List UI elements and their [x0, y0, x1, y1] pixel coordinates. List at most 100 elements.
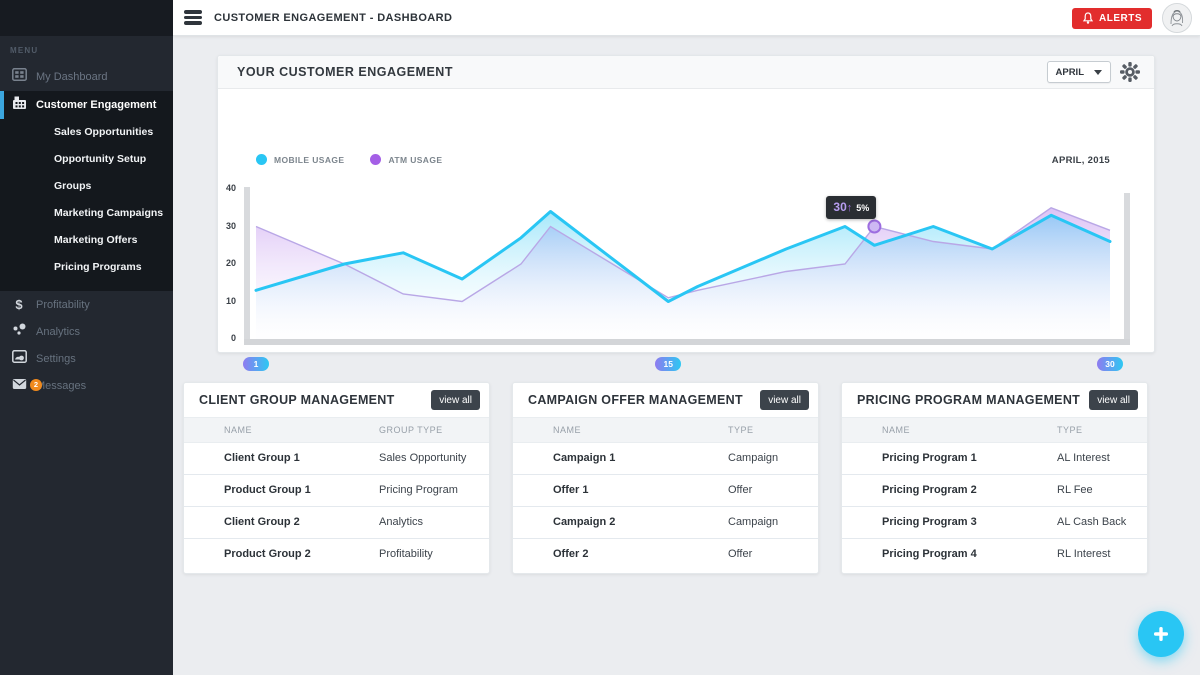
table-header: NAME TYPE [842, 417, 1147, 443]
table-row[interactable]: Campaign 1 Campaign [513, 443, 818, 475]
y-axis-bar [244, 187, 250, 345]
sidebar-subitems: Sales Opportunities Opportunity Setup Grou… [0, 119, 173, 281]
sidebar-item-label: Customer Engagement [36, 99, 157, 111]
month-select[interactable]: APRIL [1046, 61, 1111, 83]
table-row[interactable]: Offer 1 Offer [513, 475, 818, 507]
view-all-button[interactable]: view all [1089, 390, 1138, 410]
cell-name: Pricing Program 1 [882, 452, 977, 464]
pricing-program-management-card: PRICING PROGRAM MANAGEMENT view all NAME… [841, 382, 1148, 574]
sidebar-subitem-groups[interactable]: Groups [54, 180, 92, 192]
view-all-button[interactable]: view all [431, 390, 480, 410]
table-row[interactable]: Pricing Program 1 AL Interest [842, 443, 1147, 475]
view-all-button[interactable]: view all [760, 390, 809, 410]
sidebar-subitem-marketing-campaigns[interactable]: Marketing Campaigns [54, 207, 164, 219]
chart-legend: MOBILE USAGE ATM USAGE [256, 154, 442, 165]
legend-item-mobile-usage[interactable]: MOBILE USAGE [256, 154, 344, 165]
sidebar-item-my-dashboard[interactable]: My Dashboard [0, 63, 173, 91]
engagement-chart-card: YOUR CUSTOMER ENGAGEMENT APRIL MOBILE US… [217, 55, 1155, 371]
table-row[interactable]: Product Group 2 Profitability [184, 539, 489, 571]
chart-period-label: APRIL, 2015 [1051, 155, 1110, 166]
card-title: CLIENT GROUP MANAGEMENT [199, 393, 395, 407]
y-tick-label: 30 [225, 220, 236, 231]
right-axis-bar [1124, 193, 1130, 345]
legend-dot-mobile [256, 154, 267, 165]
x-axis-bar [244, 339, 1130, 345]
table-row[interactable]: Pricing Program 2 RL Fee [842, 475, 1147, 507]
chart-tooltip: 30↑ 5% [826, 195, 877, 219]
cell-name: Offer 2 [553, 548, 589, 560]
avatar[interactable] [1162, 3, 1192, 33]
sidebar-item-label: Analytics [36, 325, 81, 338]
column-header-type: GROUP TYPE [379, 425, 443, 435]
cell-type: Offer [728, 484, 753, 496]
sidebar-item-customer-engagement[interactable]: Customer Engagement [0, 91, 173, 119]
table-body: Pricing Program 1 AL Interest Pricing Prog… [842, 443, 1147, 571]
cell-name: Client Group 2 [224, 516, 300, 528]
chart-marker[interactable] [867, 219, 882, 234]
card-title: PRICING PROGRAM MANAGEMENT [857, 393, 1081, 407]
column-header-name: NAME [224, 425, 253, 435]
sidebar-corner [0, 0, 173, 36]
column-header-name: NAME [882, 425, 911, 435]
cell-type: Offer [728, 548, 753, 560]
bubbles-icon [10, 322, 28, 341]
legend-label: MOBILE USAGE [274, 154, 345, 165]
gear-icon[interactable] [1120, 62, 1140, 82]
cell-name: Pricing Program 2 [882, 484, 977, 496]
table-header: NAME GROUP TYPE [184, 417, 489, 443]
column-header-name: NAME [553, 425, 582, 435]
table-header: NAME TYPE [513, 417, 818, 443]
active-accent-bar [0, 91, 4, 119]
cell-type: Profitability [379, 548, 433, 560]
table-row[interactable]: Pricing Program 3 AL Cash Back [842, 507, 1147, 539]
top-bar: CUSTOMER ENGAGEMENT - DASHBOARD ALERTS [173, 0, 1200, 36]
legend-item-atm-usage[interactable]: ATM USAGE [370, 154, 442, 165]
table-body: Campaign 1 Campaign Offer 1 Offer Campaign 2… [513, 443, 818, 571]
chart-card-header: YOUR CUSTOMER ENGAGEMENT APRIL [218, 56, 1154, 89]
sidebar-item-label: Settings [36, 352, 76, 365]
x-axis-labels: 1 15 30 [243, 357, 1130, 373]
table-row[interactable]: Client Group 2 Analytics [184, 507, 489, 539]
sidebar-item-profitability[interactable]: $ Profitability [0, 291, 173, 318]
hamburger-menu-icon[interactable] [184, 8, 202, 27]
sidebar-subitem-pricing-programs[interactable]: Pricing Programs [54, 261, 142, 273]
sidebar-item-analytics[interactable]: Analytics [0, 318, 173, 345]
month-select-value: APRIL [1055, 66, 1085, 78]
sidebar-item-label: Messages [36, 379, 87, 392]
building-icon [10, 96, 28, 115]
alerts-button-label: ALERTS [1099, 13, 1142, 24]
table-row[interactable]: Client Group 1 Sales Opportunity [184, 443, 489, 475]
add-button[interactable] [1138, 611, 1184, 657]
table-row[interactable]: Offer 2 Offer [513, 539, 818, 571]
card-title: CAMPAIGN OFFER MANAGEMENT [528, 393, 743, 407]
cell-type: AL Interest [1057, 452, 1110, 464]
chevron-down-icon [1094, 69, 1102, 75]
cell-type: Pricing Program [379, 484, 458, 496]
y-tick-label: 0 [230, 333, 236, 343]
cell-type: Campaign [728, 452, 779, 464]
table-row[interactable]: Pricing Program 4 RL Interest [842, 539, 1147, 571]
alerts-button[interactable]: ALERTS [1072, 8, 1152, 29]
x-tick-pill: 30 [1097, 357, 1123, 371]
sidebar-active-group: Customer Engagement Sales Opportunities O… [0, 91, 173, 291]
messages-badge: 2 [30, 378, 42, 391]
sidebar-secondary-group: $ Profitability Analytics Settings 2 Mes… [0, 291, 173, 399]
sidebar-item-messages[interactable]: 2 Messages [0, 372, 173, 399]
sidebar-subitem-sales-opportunities[interactable]: Sales Opportunities [54, 126, 154, 138]
bell-icon [1082, 12, 1094, 25]
table-row[interactable]: Product Group 1 Pricing Program [184, 475, 489, 507]
sidebar-item-settings[interactable]: Settings [0, 345, 173, 372]
cell-name: Pricing Program 4 [882, 548, 977, 560]
sidebar-item-label: Profitability [36, 298, 90, 311]
sidebar: MENU My Dashboard Customer Engagement Sa… [0, 0, 173, 675]
sidebar-subitem-marketing-offers[interactable]: Marketing Offers [54, 234, 138, 246]
cell-type: Campaign [728, 516, 779, 528]
arrow-up-icon: ↑ [846, 201, 853, 214]
x-tick-pill: 1 [243, 357, 269, 371]
cell-type: RL Fee [1057, 484, 1093, 496]
chart-card-title: YOUR CUSTOMER ENGAGEMENT [237, 65, 453, 79]
table-row[interactable]: Campaign 2 Campaign [513, 507, 818, 539]
sidebar-subitem-opportunity-setup[interactable]: Opportunity Setup [54, 153, 147, 165]
legend-label: ATM USAGE [388, 154, 443, 165]
cell-name: Campaign 1 [553, 452, 616, 464]
